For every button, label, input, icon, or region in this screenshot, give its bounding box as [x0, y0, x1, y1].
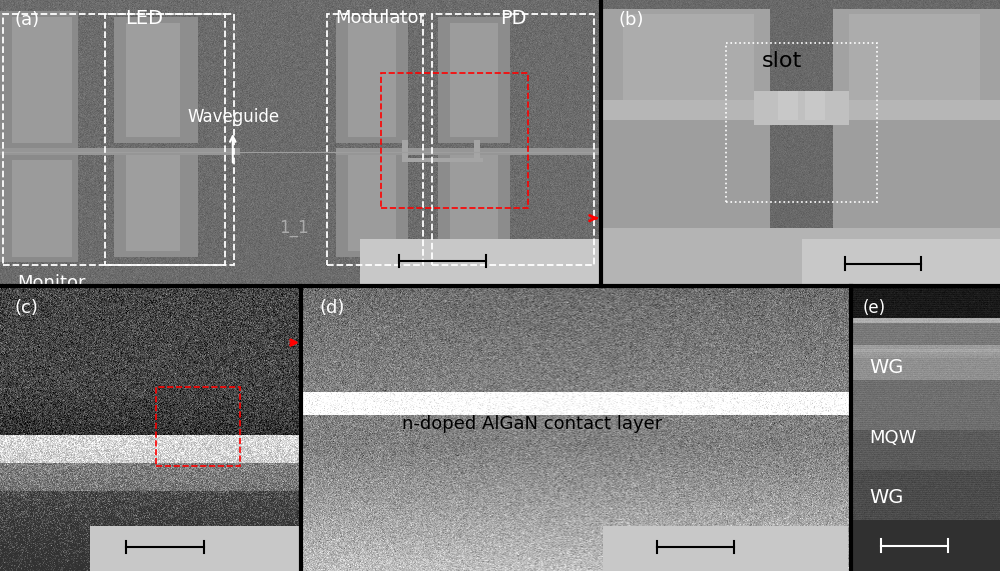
Text: 10 μm: 10 μm [165, 556, 213, 570]
Text: WG: WG [869, 488, 903, 507]
Bar [432, 14, 594, 265]
Bar [603, 100, 770, 108]
Bar [805, 91, 825, 120]
Bar [114, 148, 198, 256]
Bar [105, 14, 234, 265]
Bar [438, 148, 510, 256]
Text: (e): (e) [863, 299, 886, 317]
Text: (a): (a) [15, 11, 40, 29]
Bar [450, 154, 498, 251]
Bar [603, 108, 770, 228]
Bar [833, 100, 1000, 108]
Bar [12, 160, 72, 256]
Bar [726, 43, 877, 202]
Bar [402, 158, 483, 163]
Bar [438, 17, 510, 143]
Bar [802, 239, 1000, 285]
Bar [348, 154, 396, 251]
Bar [778, 91, 798, 120]
Bar [90, 526, 300, 571]
Bar [450, 23, 498, 137]
Bar [754, 91, 849, 126]
Bar [623, 14, 754, 100]
Bar [348, 23, 396, 137]
Bar [0, 11, 78, 148]
Text: (b): (b) [619, 11, 644, 29]
Bar [833, 108, 1000, 228]
Text: n-doped AlGaN contact layer: n-doped AlGaN contact layer [402, 415, 662, 433]
Bar [851, 520, 1000, 571]
Bar [126, 23, 180, 137]
Bar [3, 14, 225, 265]
Text: slot: slot [762, 51, 802, 71]
Text: Modulator: Modulator [336, 9, 426, 26]
Text: (c): (c) [15, 299, 39, 317]
Bar [360, 239, 600, 285]
Text: MQW: MQW [869, 429, 916, 447]
Bar [381, 73, 528, 208]
Bar [0, 148, 240, 155]
Bar [0, 154, 78, 262]
Bar [849, 14, 980, 100]
Bar [603, 9, 770, 100]
Bar [833, 9, 1000, 100]
Bar [327, 14, 423, 265]
Text: 50 μm: 50 μm [874, 272, 923, 287]
Bar [336, 148, 408, 256]
Bar [603, 100, 1000, 120]
Bar [114, 17, 198, 143]
Bar [603, 526, 848, 571]
Text: 200 μm: 200 μm [414, 270, 472, 284]
Text: 50 nm: 50 nm [901, 556, 950, 570]
Text: Monitor: Monitor [17, 274, 85, 292]
Text: (d): (d) [319, 299, 345, 317]
Text: Waveguide: Waveguide [188, 108, 280, 126]
Text: 1_1: 1_1 [279, 219, 309, 238]
Text: WG: WG [869, 358, 903, 377]
Bar [12, 17, 72, 143]
Text: LED: LED [125, 9, 163, 27]
Bar [402, 140, 408, 163]
Bar [336, 17, 408, 143]
Bar [126, 154, 180, 251]
Bar [474, 140, 480, 163]
Bar [156, 387, 240, 467]
Text: 2 μm: 2 μm [695, 556, 734, 570]
Text: PD: PD [500, 9, 526, 27]
Bar [603, 228, 1000, 285]
Bar [336, 148, 600, 155]
